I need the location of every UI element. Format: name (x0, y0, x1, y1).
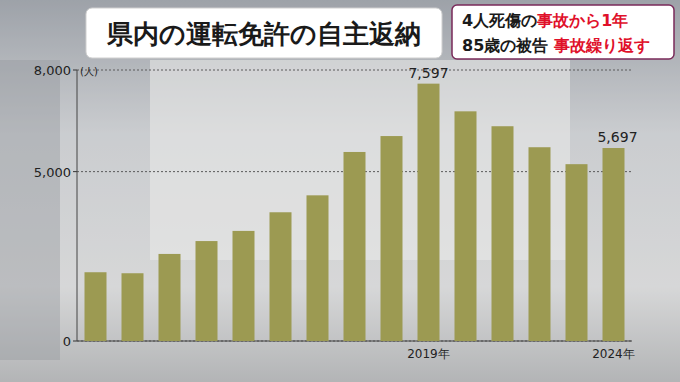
title-box (86, 8, 442, 58)
caption-text: 事故繰り返す (553, 36, 650, 55)
bar (307, 195, 329, 341)
y-axis-label: (人) (80, 66, 98, 77)
bar (455, 111, 477, 341)
bar (270, 212, 292, 341)
y-tick-label: 8,000 (34, 63, 71, 78)
chart-root: 0 5,000 8,000 (人) 7,597 5,697 2019年 2024年 県内の運転免… (0, 0, 680, 382)
title: 県内の運転免許の自主返納 (106, 19, 421, 49)
x-tick-label: 2024年 (592, 347, 635, 361)
caption-text: 4人死傷の (462, 11, 537, 30)
caption-line: 4人死傷の事故から1年 (462, 11, 628, 30)
caption-line: 85歳の被告 事故繰り返す (462, 36, 650, 55)
bars (85, 84, 625, 341)
bar (492, 126, 514, 341)
bar (603, 148, 625, 341)
caption-text: 事故から1年 (536, 11, 628, 30)
background-overlay (0, 0, 680, 382)
bar (381, 136, 403, 341)
background (0, 0, 680, 382)
caption-box (452, 5, 674, 59)
data-label: 5,697 (597, 129, 637, 145)
bar (233, 231, 255, 341)
y-tick-label: 0 (63, 334, 71, 349)
caption-text: 85歳の被告 (462, 36, 554, 55)
y-tick-label: 5,000 (34, 165, 71, 180)
y-axis (77, 70, 78, 341)
grid-line (77, 70, 632, 71)
data-label: 7,597 (408, 65, 448, 81)
bar (122, 273, 144, 341)
tick-mark (73, 171, 77, 172)
bar (85, 272, 107, 341)
bar (418, 84, 440, 341)
tick-mark (73, 70, 77, 71)
bar (566, 164, 588, 341)
bar (344, 152, 366, 341)
x-tick-label: 2019年 (407, 347, 450, 361)
tick-mark (73, 341, 77, 342)
bar (196, 241, 218, 341)
bar (529, 147, 551, 341)
bar (159, 254, 181, 341)
